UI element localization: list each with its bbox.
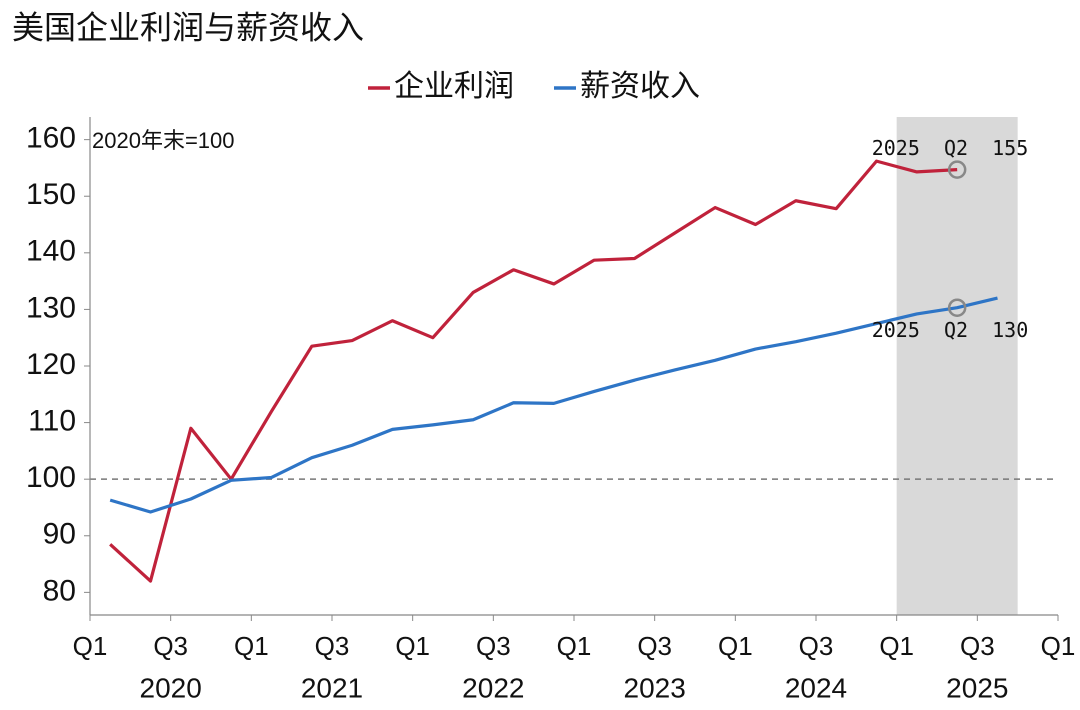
y-tick-label: 150 bbox=[26, 178, 76, 211]
annotation: 2025 Q2 155 bbox=[872, 136, 1029, 160]
year-label: 2023 bbox=[624, 672, 686, 703]
y-tick-label: 110 bbox=[28, 405, 76, 438]
x-tick-label: Q3 bbox=[315, 631, 350, 661]
x-tick-label: Q1 bbox=[73, 631, 108, 661]
year-label: 2020 bbox=[140, 672, 202, 703]
y-tick-label: 80 bbox=[43, 574, 76, 607]
plot: 80 90 100 110 120 130 140 150 160 Q1 Q3 Q1 Q3 Q1 Q3 Q1 Q… bbox=[26, 117, 1075, 703]
legend-label: 薪资收入 bbox=[580, 69, 700, 104]
x-tick-label: Q1 bbox=[718, 631, 753, 661]
legend-label: 企业利润 bbox=[394, 69, 514, 104]
year-label: 2024 bbox=[785, 672, 847, 703]
x-tick-label: Q1 bbox=[395, 631, 430, 661]
year-label: 2025 bbox=[946, 672, 1008, 703]
shaded-range bbox=[896, 117, 1018, 615]
note: 2020年末=100 bbox=[92, 128, 235, 153]
line-series bbox=[109, 296, 998, 514]
x-tick-label: Q3 bbox=[960, 631, 995, 661]
x-tick-label: Q1 bbox=[557, 631, 592, 661]
annotation-marker bbox=[947, 298, 967, 317]
chart-title: 美国企业利润与薪资收入 bbox=[12, 9, 364, 47]
x-tick-label: Q3 bbox=[153, 631, 188, 661]
y-tick-label: 160 bbox=[26, 122, 76, 155]
year-label: 2022 bbox=[462, 672, 524, 703]
y-tick-label: 140 bbox=[26, 235, 76, 268]
y-tick-label: 90 bbox=[43, 518, 76, 551]
x-tick-label: Q1 bbox=[234, 631, 269, 661]
x-tick-label: Q3 bbox=[476, 631, 511, 661]
x-tick-label: Q1 bbox=[879, 631, 914, 661]
y-tick-label: 130 bbox=[26, 291, 76, 324]
x-tick-label: Q3 bbox=[637, 631, 672, 661]
y-tick-label: 100 bbox=[26, 461, 76, 494]
annotation-marker bbox=[947, 160, 967, 179]
year-label: 2021 bbox=[301, 672, 363, 703]
annotation: 2025 Q2 130 bbox=[872, 318, 1029, 342]
x-tick-label: Q1 bbox=[1041, 631, 1076, 661]
line-series bbox=[109, 159, 958, 583]
x-tick-label: Q3 bbox=[799, 631, 834, 661]
y-tick-label: 120 bbox=[26, 348, 76, 381]
